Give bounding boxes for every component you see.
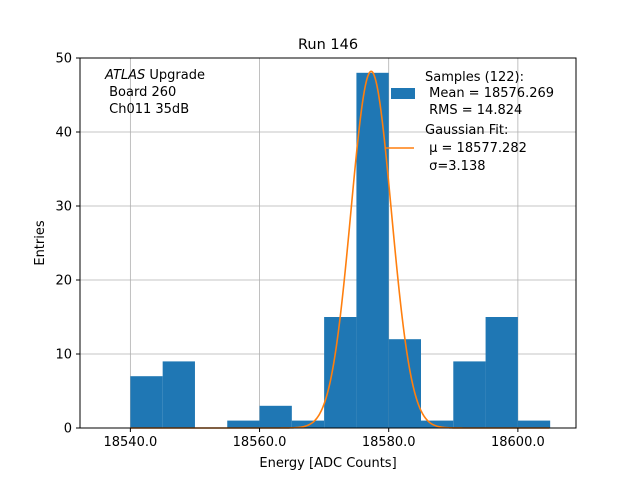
y-axis-label: Entries <box>33 220 48 266</box>
y-tick-label-1: 10 <box>55 348 72 363</box>
legend-samples-mean: Mean = 18576.269 <box>425 86 554 101</box>
histogram-bar-6 <box>324 317 357 428</box>
x-tick-label-2: 18580.0 <box>362 435 416 450</box>
histogram-bar-10 <box>453 361 486 428</box>
y-tick-label-4: 40 <box>55 126 72 141</box>
legend: Samples (122): Mean = 18576.269 RMS = 14… <box>386 70 554 174</box>
histogram-bar-4 <box>259 405 292 428</box>
y-tick-label-5: 50 <box>55 52 72 67</box>
legend-fit-sigma: σ=3.138 <box>425 159 485 174</box>
annotation-italic: ATLAS <box>104 68 145 83</box>
histogram-bar-9 <box>421 420 454 428</box>
annotation-rest: Upgrade <box>145 68 205 83</box>
legend-fit-title: Gaussian Fit: <box>425 123 508 138</box>
histogram-bar-11 <box>485 317 518 428</box>
x-axis-ticks: 18540.0 18560.0 18580.0 18600.0 <box>103 428 545 450</box>
x-tick-label-3: 18600.0 <box>491 435 545 450</box>
histogram-bar-7 <box>356 72 389 429</box>
atlas-annotation: ATLAS Upgrade Board 260 Ch011 35dB <box>104 68 205 117</box>
histogram-bar-12 <box>517 420 551 428</box>
histogram-bar-3 <box>227 420 260 428</box>
histogram-bar-0 <box>130 376 163 428</box>
plot-frame <box>79 57 577 429</box>
y-tick-label-0: 0 <box>64 422 72 437</box>
y-axis-ticks: 0 10 20 30 40 50 <box>55 52 80 437</box>
annotation-line-3: Ch011 35dB <box>105 102 189 117</box>
legend-samples-rms: RMS = 14.824 <box>425 103 522 118</box>
x-axis-label: Energy [ADC Counts] <box>259 456 396 471</box>
legend-samples-title: Samples (122): <box>425 70 524 85</box>
annotation-line-2: Board 260 <box>105 85 176 100</box>
legend-samples-swatch <box>391 88 415 99</box>
y-tick-label-3: 30 <box>55 200 72 215</box>
annotation-line-1: ATLAS Upgrade <box>104 68 205 83</box>
histogram-bar-8 <box>388 339 421 428</box>
histogram-bars <box>130 72 551 429</box>
histogram-bar-5 <box>291 420 325 428</box>
histogram-bar-1 <box>162 361 195 428</box>
y-tick-label-2: 20 <box>55 274 72 289</box>
x-tick-label-0: 18540.0 <box>103 435 157 450</box>
legend-fit-mu: μ = 18577.282 <box>425 141 527 156</box>
x-tick-label-1: 18560.0 <box>233 435 287 450</box>
chart-title: Run 146 <box>298 37 358 53</box>
